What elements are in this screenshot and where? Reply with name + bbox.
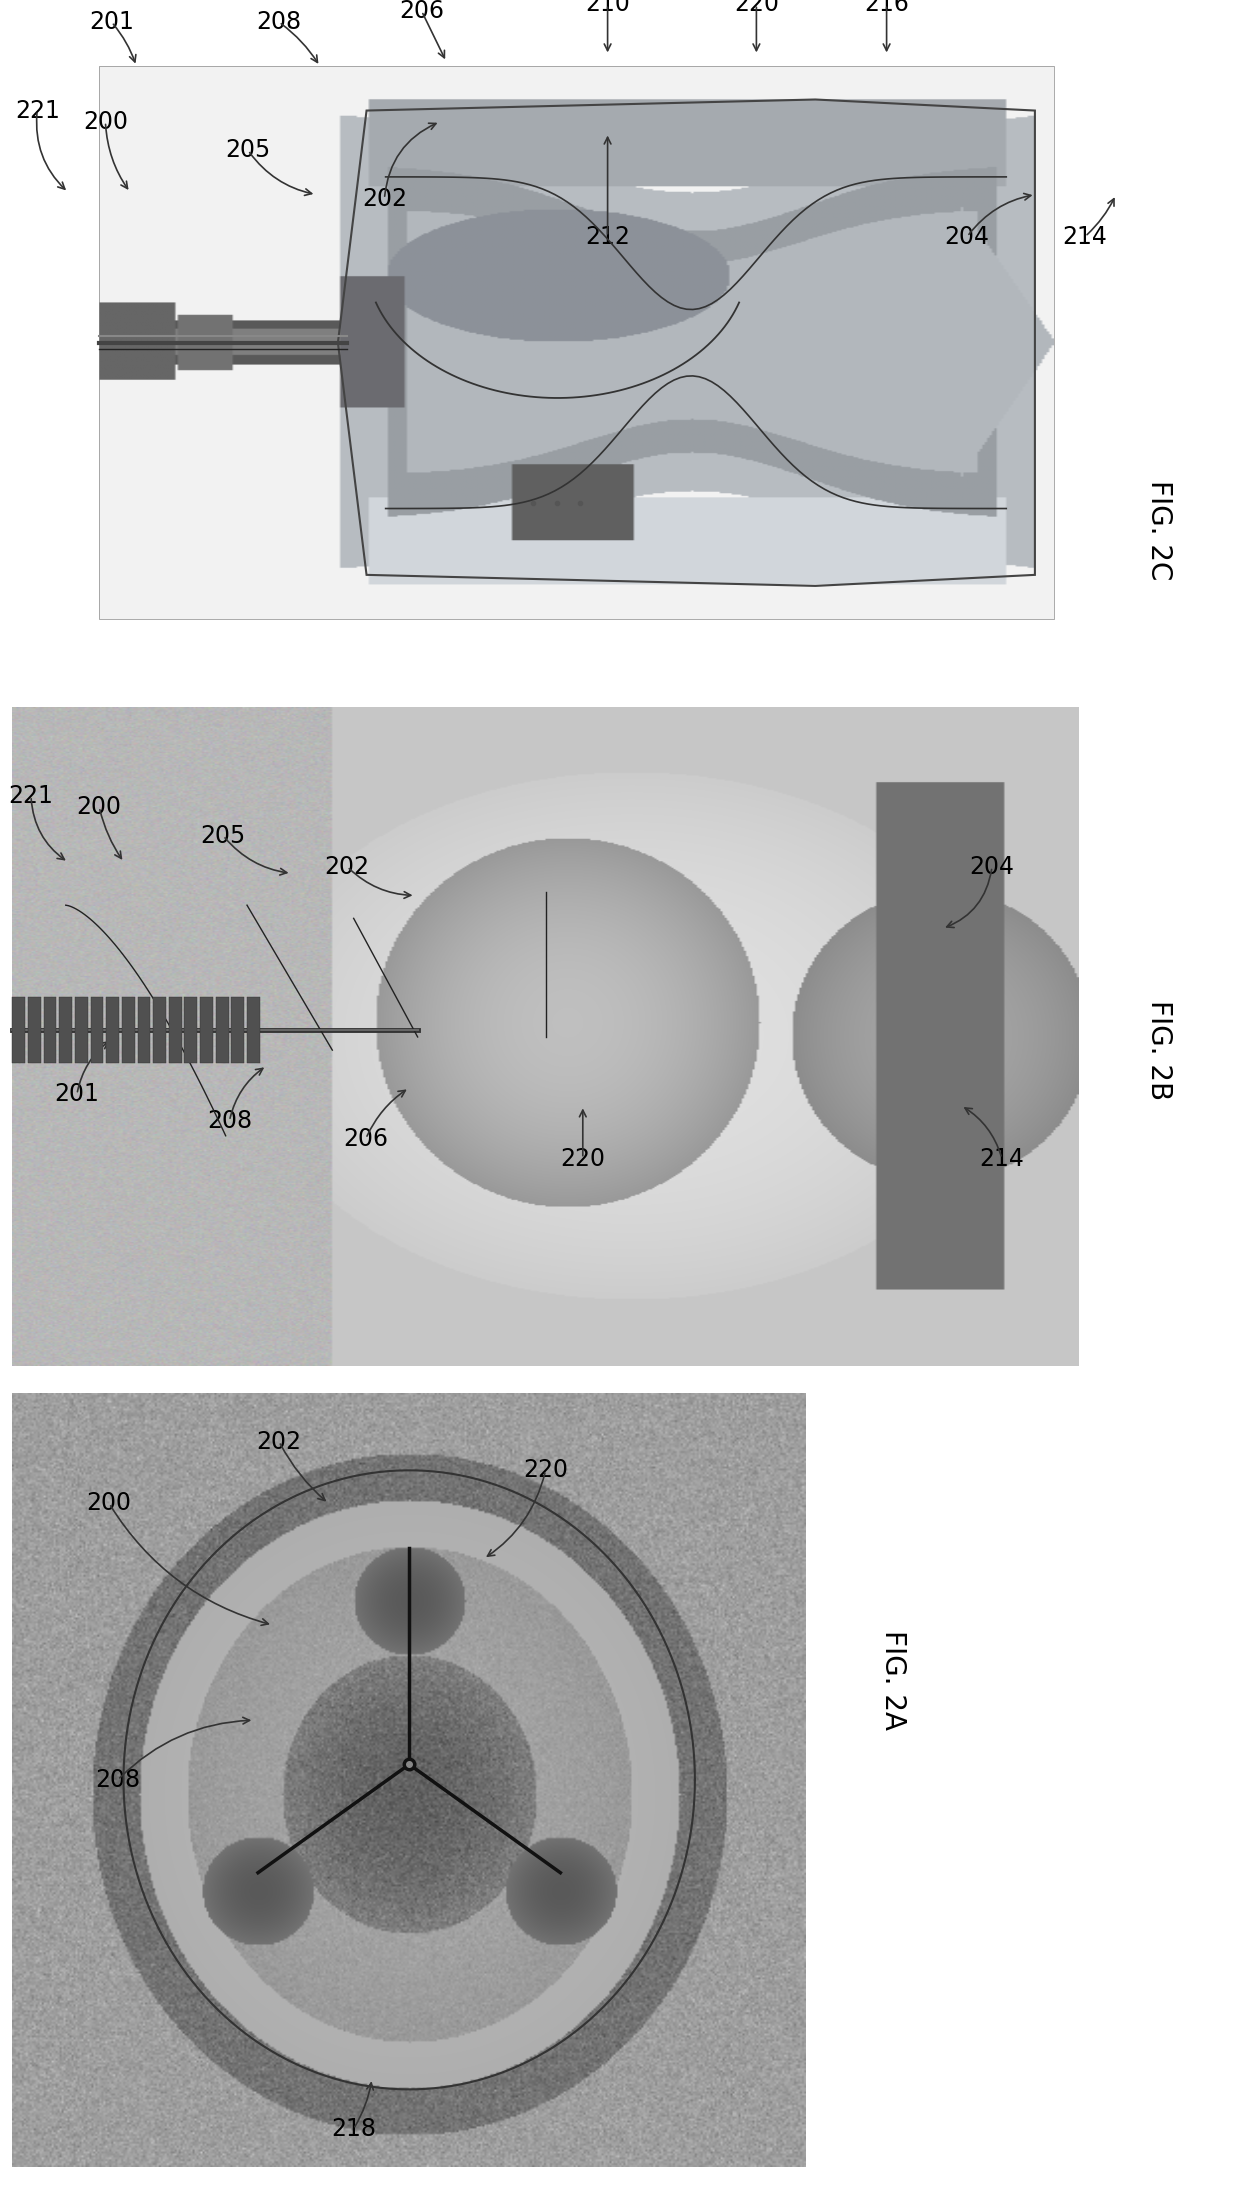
Bar bbox=[247, 997, 260, 1063]
Text: 208: 208 bbox=[95, 1769, 140, 1791]
Bar bbox=[122, 997, 135, 1063]
Text: 201: 201 bbox=[55, 1083, 99, 1106]
Text: 204: 204 bbox=[970, 856, 1014, 878]
Bar bbox=[99, 66, 1054, 619]
Text: 221: 221 bbox=[15, 99, 60, 122]
Text: 220: 220 bbox=[523, 1459, 568, 1481]
Text: 206: 206 bbox=[343, 1128, 388, 1150]
Text: 206: 206 bbox=[399, 0, 444, 22]
Text: 200: 200 bbox=[87, 1492, 131, 1515]
Bar bbox=[74, 997, 88, 1063]
Text: 214: 214 bbox=[980, 1148, 1024, 1170]
Text: 205: 205 bbox=[201, 825, 246, 847]
Text: 205: 205 bbox=[226, 139, 270, 161]
Bar bbox=[60, 997, 72, 1063]
Text: 202: 202 bbox=[257, 1431, 301, 1453]
Text: 216: 216 bbox=[864, 0, 909, 15]
Text: FIG. 2C: FIG. 2C bbox=[1146, 480, 1173, 581]
Bar bbox=[43, 997, 57, 1063]
Text: 210: 210 bbox=[585, 0, 630, 15]
Text: 212: 212 bbox=[585, 226, 630, 248]
Bar bbox=[99, 66, 1054, 619]
Bar bbox=[216, 997, 228, 1063]
Text: 204: 204 bbox=[945, 226, 990, 248]
Text: 221: 221 bbox=[9, 785, 53, 807]
Text: 208: 208 bbox=[257, 11, 301, 33]
Text: 220: 220 bbox=[560, 1148, 605, 1170]
Bar bbox=[169, 997, 181, 1063]
Text: 200: 200 bbox=[77, 796, 122, 818]
Bar bbox=[185, 997, 197, 1063]
Bar bbox=[107, 997, 119, 1063]
Bar bbox=[12, 997, 25, 1063]
Text: 214: 214 bbox=[1063, 226, 1107, 248]
Bar bbox=[154, 997, 166, 1063]
Bar bbox=[91, 997, 103, 1063]
Text: FIG. 2A: FIG. 2A bbox=[879, 1630, 906, 1731]
Text: FIG. 2B: FIG. 2B bbox=[1146, 999, 1173, 1101]
Text: 218: 218 bbox=[331, 2118, 376, 2140]
Text: 201: 201 bbox=[89, 11, 134, 33]
Text: 200: 200 bbox=[83, 111, 128, 133]
Text: 208: 208 bbox=[207, 1110, 252, 1132]
Bar bbox=[232, 997, 244, 1063]
Bar bbox=[200, 997, 213, 1063]
Text: 220: 220 bbox=[734, 0, 779, 15]
Bar bbox=[29, 997, 41, 1063]
Text: 202: 202 bbox=[325, 856, 370, 878]
Bar bbox=[138, 997, 150, 1063]
Text: 202: 202 bbox=[362, 188, 407, 210]
